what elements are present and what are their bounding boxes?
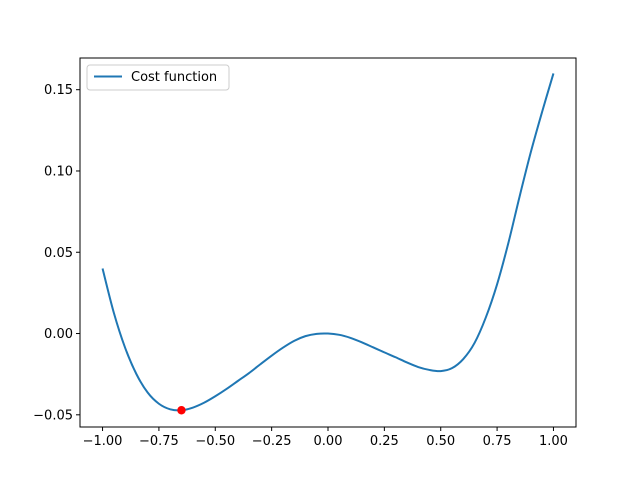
x-tick-label: −0.25 bbox=[252, 434, 292, 449]
x-tick-label: 1.00 bbox=[539, 434, 568, 449]
y-axis: −0.05 0.00 0.05 0.10 0.15 bbox=[33, 83, 80, 423]
legend-label: Cost function bbox=[131, 70, 217, 85]
legend-box bbox=[86, 64, 230, 91]
min-point-marker bbox=[177, 406, 186, 415]
y-tick-label: 0.10 bbox=[44, 164, 73, 179]
y-tick-label: 0.05 bbox=[44, 246, 73, 261]
x-tick-label: 0.25 bbox=[370, 434, 399, 449]
legend: Cost function bbox=[86, 64, 230, 91]
x-tick-label: 0.00 bbox=[314, 434, 343, 449]
x-tick-label: −0.75 bbox=[139, 434, 179, 449]
y-tick-label: 0.15 bbox=[44, 83, 73, 98]
x-tick-label: −0.50 bbox=[195, 434, 235, 449]
x-tick-label: −1.00 bbox=[83, 434, 123, 449]
plot-area bbox=[101, 73, 555, 415]
x-tick-label: 0.75 bbox=[483, 434, 512, 449]
y-tick-label: 0.00 bbox=[44, 327, 73, 342]
y-tick-label: −0.05 bbox=[33, 408, 73, 423]
x-axis: −1.00 −0.75 −0.50 −0.25 0.00 0.25 0.50 0.75 1.00 bbox=[83, 427, 568, 449]
x-tick-label: 0.50 bbox=[426, 434, 455, 449]
